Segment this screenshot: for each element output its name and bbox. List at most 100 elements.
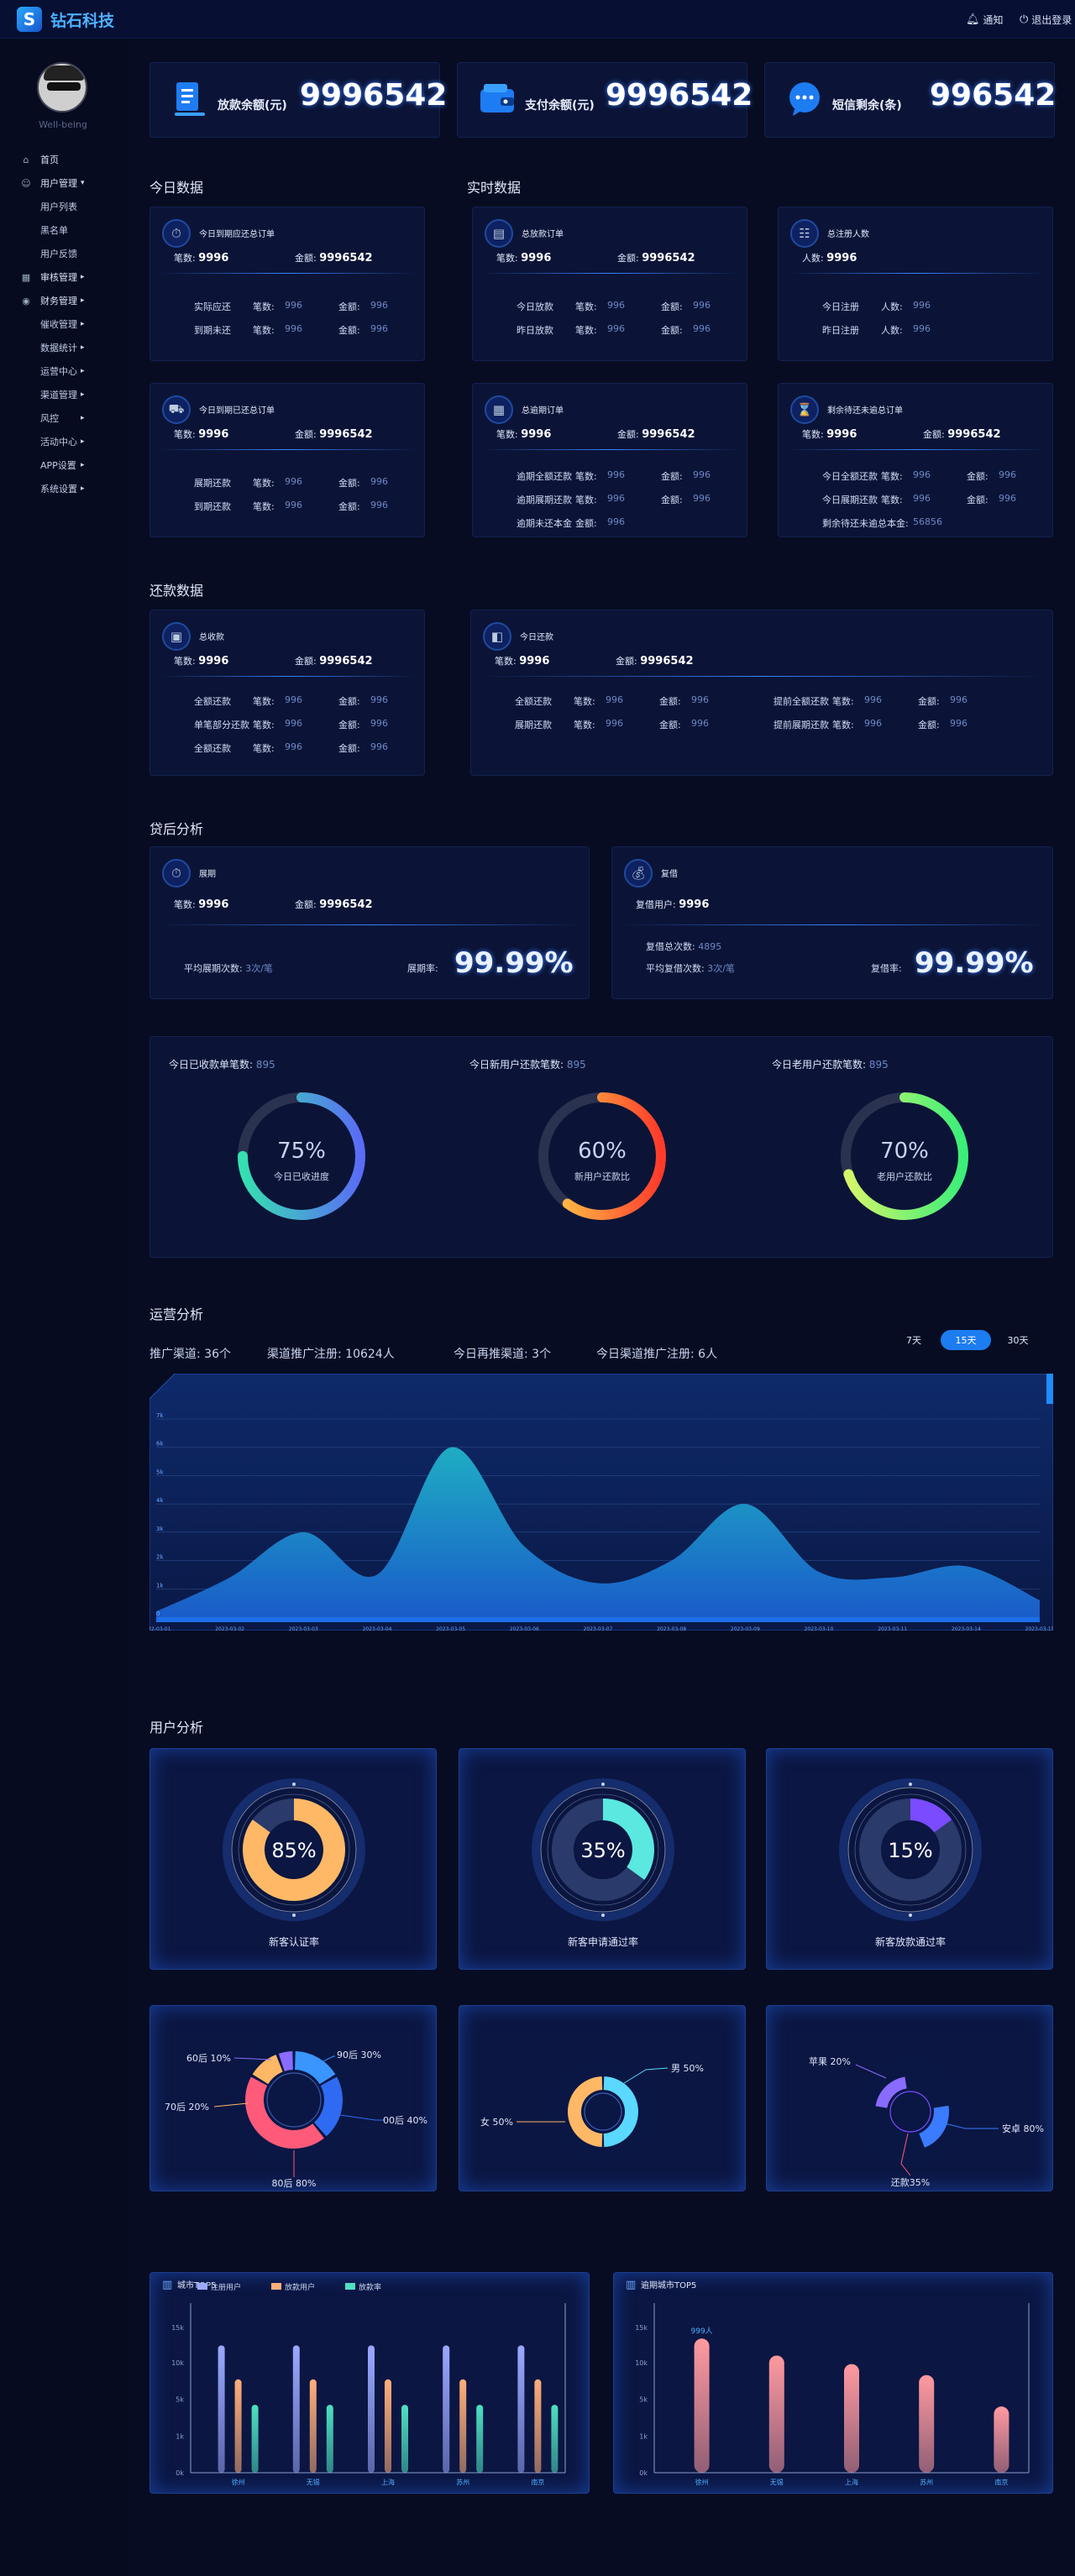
card-row-value: 996 <box>999 469 1016 480</box>
overdue-city-top5-panel: ▥ 逾期城市TOP5 0k 1k 5k 10k 15k 徐州 无锡 上海 苏州 南京 999人 <box>613 2272 1053 2494</box>
document-icon <box>169 78 211 120</box>
sidebar-item[interactable]: 用户列表 <box>0 195 126 218</box>
area-chart: 2022-03-01 2023-03-02 2023-03-03 2023-03-04… <box>149 1374 1053 1631</box>
sidebar-item[interactable]: 黑名单 <box>0 218 126 242</box>
notice-label: 通知 <box>983 14 1004 26</box>
card-count: 笔数: 9996 <box>174 252 229 264</box>
card-row-label: 展期还款 <box>194 478 231 489</box>
sidebar-item[interactable]: ◉ 财务管理 ▸ <box>0 289 126 312</box>
y-tick-label: 10k <box>171 2359 184 2367</box>
legend-label: 注册用户 <box>211 2282 241 2292</box>
divider <box>481 449 740 450</box>
pie-leader-line <box>213 2102 249 2107</box>
postloan-card-extension: ⏱ 展期 笔数: 9996 金额: 9996542 平均展期次数: 3次/笔 展… <box>149 846 590 999</box>
card-icon: ⛟ <box>162 395 191 424</box>
bar-top-label: 999人 <box>691 2327 713 2336</box>
card-row-label: 展期还款 <box>515 720 552 730</box>
pie-slice <box>603 2076 638 2147</box>
ring-outline <box>540 1787 666 1913</box>
sidebar: Well-being ⌂ 首页 ☺ 用户管理 ▾ 用户列表 黑名单 用户反馈 ▦ 审核管理 ▸ ◉ 财务… <box>0 39 126 2576</box>
card-icon: ⌛ <box>790 395 819 424</box>
x-tick-label: 上海 <box>381 2478 395 2486</box>
users-icon: ☺ <box>21 177 31 189</box>
sidebar-item[interactable]: 用户反馈 <box>0 242 126 265</box>
x-tick-label: 南京 <box>994 2478 1008 2486</box>
card-title: 今日还款 <box>520 633 553 642</box>
card-row-value: 996 <box>913 323 931 334</box>
money-bag-icon: 💰︎ <box>624 859 653 887</box>
sidebar-item[interactable]: 数据统计 ▸ <box>0 336 126 359</box>
range-button[interactable]: 30天 <box>1007 1335 1029 1346</box>
card-row-key: 笔数: <box>575 471 597 482</box>
device-pie-chart: 苹果 20% 安卓 80% 还款35% <box>809 2055 1044 2188</box>
sidebar-item[interactable]: 运营中心 ▸ <box>0 359 126 383</box>
divider <box>159 449 417 450</box>
progress-ring: 70% 老用户还款比 <box>841 1092 968 1220</box>
logout-button[interactable]: ⏻ 退出登录 <box>1020 13 1072 27</box>
card-row-value: 996 <box>370 476 388 487</box>
audit-icon: ▦ <box>21 271 31 283</box>
card-row-label: 昨日注册 <box>822 325 859 336</box>
divider <box>787 273 1046 274</box>
sidebar-item-label: 系统设置 <box>40 484 77 495</box>
ring-caption: 新客认证率 <box>269 1935 319 1948</box>
card-row-value: 996 <box>913 469 931 480</box>
logo[interactable]: S 钻石科技 <box>17 7 114 32</box>
section-title-realtime: 实时数据 <box>467 180 522 196</box>
x-tick-label: 苏州 <box>920 2478 933 2486</box>
card-row-value: 996 <box>693 469 711 480</box>
ring-outline <box>238 1793 350 1906</box>
sidebar-item-label: 风控 <box>40 413 59 424</box>
range-button[interactable]: 15天 <box>941 1330 991 1350</box>
card-row-value: 996 <box>913 300 931 311</box>
card-row-key: 笔数: <box>253 478 275 489</box>
stat-value: 996542 <box>930 78 1057 113</box>
pie-slice <box>278 2051 293 2071</box>
pie-leader-line <box>316 2055 335 2066</box>
card-count: 笔数: 9996 <box>496 428 552 441</box>
card-row-value: 996 <box>607 323 625 334</box>
pie-slice <box>568 2076 603 2147</box>
card-icon: ☷ <box>790 219 819 248</box>
data-card: ▣ 总收款 笔数: 9996 金额: 9996542 全额还款 笔数: 996 金额: 996 单… <box>149 610 425 776</box>
x-tick-label: 2023-03-05 <box>436 1626 465 1631</box>
progress-ring: 75% 今日已收进度 <box>238 1092 365 1220</box>
card-row-label: 今日全额还款 <box>822 471 878 482</box>
card-row-key: 金额: <box>338 696 360 707</box>
sidebar-item[interactable]: 活动中心 ▸ <box>0 430 126 453</box>
notice-button[interactable]: 🔔︎ 通知 <box>966 13 1004 27</box>
divider <box>787 449 1046 450</box>
rate-value: 99.99% <box>454 946 574 980</box>
bar <box>459 2379 467 2473</box>
op-stat-today-channels: 今日再推渠道: 3个 <box>454 1348 552 1361</box>
avatar[interactable] <box>37 62 87 113</box>
sidebar-item[interactable]: APP设置 ▸ <box>0 453 126 477</box>
sidebar-item[interactable]: 渠道管理 ▸ <box>0 383 126 406</box>
card-row-key: 金额: <box>659 696 681 707</box>
sidebar-item[interactable]: ⌂ 首页 <box>0 148 126 171</box>
bar <box>309 2379 317 2473</box>
pie-label: 60后 10% <box>186 2053 231 2064</box>
bar <box>368 2345 375 2473</box>
ring-stat-label: 今日新用户还款笔数: 895 <box>469 1059 586 1071</box>
sidebar-item[interactable]: ▦ 审核管理 ▸ <box>0 265 126 289</box>
sidebar-item-label: 黑名单 <box>40 225 68 236</box>
card-row-key: 笔数: <box>832 720 854 730</box>
range-button[interactable]: 7天 <box>906 1335 921 1346</box>
sidebar-item[interactable]: 催收管理 ▸ <box>0 312 126 336</box>
bar <box>994 2406 1009 2473</box>
pie-slice <box>919 2105 949 2148</box>
ring-percent: 15% <box>888 1839 932 1862</box>
chevron-right-icon: ▸ <box>81 320 85 328</box>
avatar-glasses <box>47 82 81 91</box>
ring-outline <box>231 1787 357 1913</box>
card-row-key: 笔数: <box>881 471 903 482</box>
sidebar-item[interactable]: ☺ 用户管理 ▾ <box>0 171 126 195</box>
sidebar-item[interactable]: 系统设置 ▸ <box>0 477 126 500</box>
pie-slice <box>875 2076 907 2108</box>
pie-label: 90后 30% <box>337 2050 381 2060</box>
card-row-label: 今日展期还款 <box>822 495 878 505</box>
sidebar-item[interactable]: 风控 ▸ <box>0 406 126 430</box>
chevron-right-icon: ▸ <box>81 437 85 446</box>
